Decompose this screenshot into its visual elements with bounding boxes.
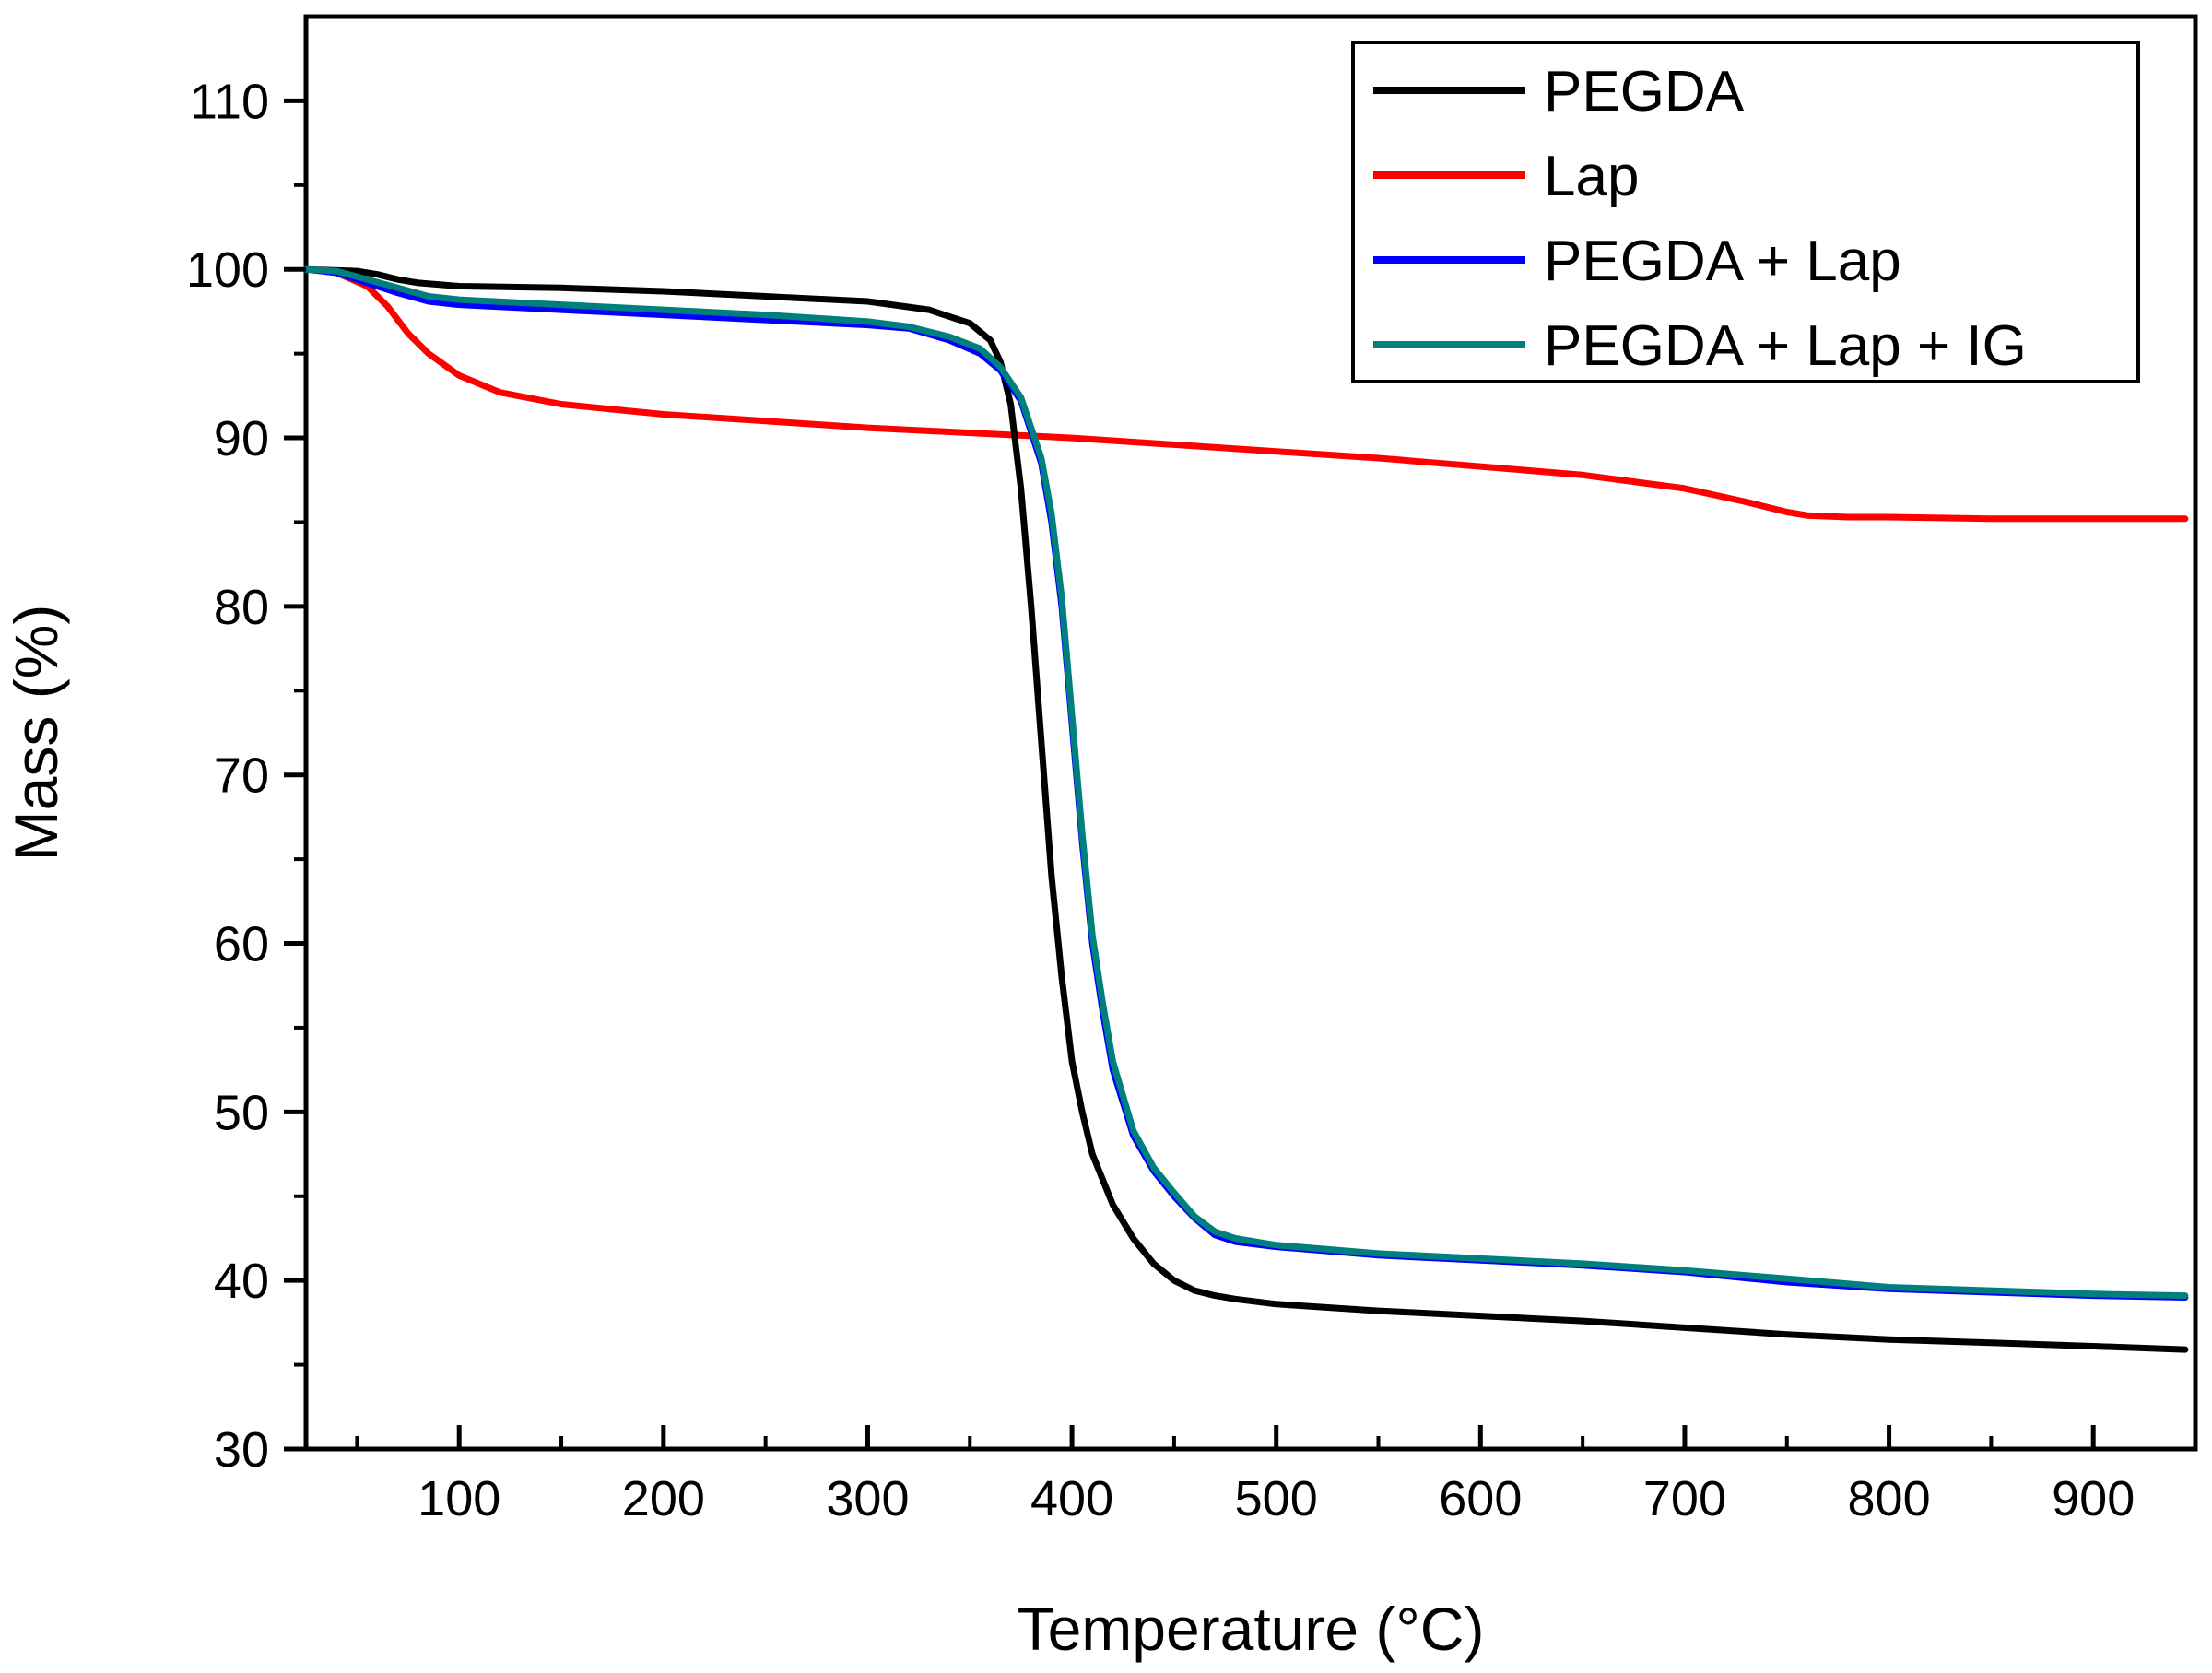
y-tick-label: 60 [214,917,269,972]
legend-label: PEGDA + Lap + IG [1544,314,2027,378]
x-tick-label: 200 [622,1471,705,1526]
x-tick-label: 100 [418,1471,500,1526]
legend-label: PEGDA + Lap [1544,230,1901,293]
y-tick-label: 90 [214,411,269,466]
x-tick-label: 900 [2052,1471,2135,1526]
y-tick-label: 50 [214,1085,269,1140]
legend: PEGDA Lap PEGDA + Lap PEGDA + Lap + IG [1351,41,2140,383]
x-tick-label: 300 [826,1471,909,1526]
x-tick-label: 400 [1030,1471,1113,1526]
legend-label: Lap [1544,145,1639,208]
x-axis-title: Temperature (°C) [1018,1595,1485,1663]
x-tick-label: 700 [1643,1471,1726,1526]
y-tick-label: 100 [186,242,269,298]
series-line-pegda [302,265,2189,1353]
x-tick-label: 600 [1439,1471,1522,1526]
y-axis-title: Mass (%) [2,605,70,862]
x-tick-label: 800 [1848,1471,1931,1526]
ticks-layer: 100 200 300 400 500 600 700 800 900 30 40 50 60 70 80 9… [186,74,2135,1526]
y-tick-label: 70 [214,748,269,804]
series-line-lap [302,265,2189,523]
y-tick-label: 30 [214,1422,269,1478]
y-tick-label: 110 [190,74,269,129]
series-layer [302,265,2189,1353]
y-tick-label: 80 [214,580,269,635]
x-tick-label: 500 [1235,1471,1318,1526]
series-line-pegda-lap-ig [302,265,2189,1300]
legend-label: PEGDA [1544,60,1745,124]
legend-box [1351,41,2140,383]
y-tick-label: 40 [214,1254,269,1309]
